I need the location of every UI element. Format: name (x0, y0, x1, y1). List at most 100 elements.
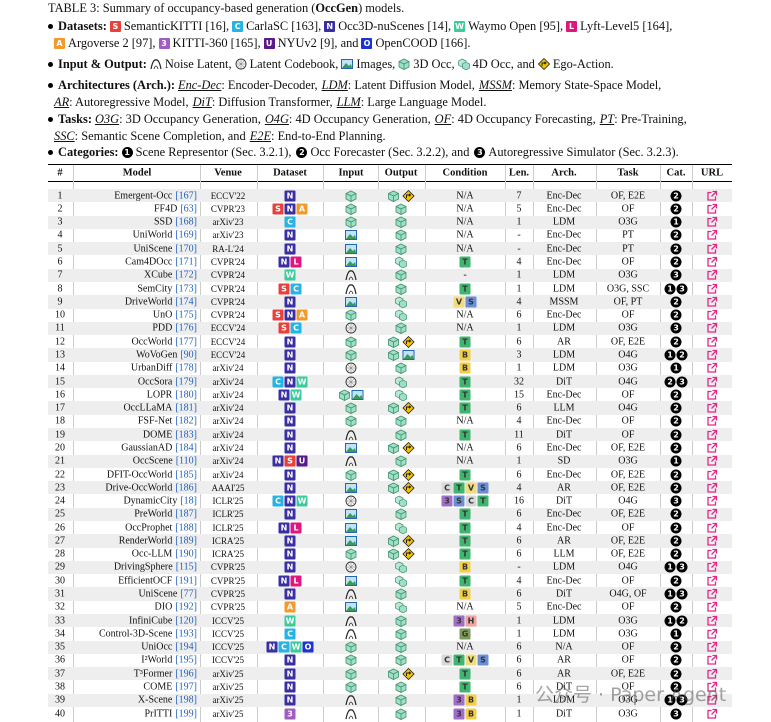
url-link[interactable] (707, 389, 718, 400)
length: 15 (514, 389, 524, 401)
url-link[interactable] (707, 535, 718, 546)
link-icon[interactable] (707, 522, 718, 533)
url-link[interactable] (707, 655, 718, 666)
link-icon[interactable] (707, 588, 718, 600)
url-link[interactable] (707, 349, 718, 361)
link-icon[interactable] (707, 323, 718, 334)
url-link[interactable] (707, 681, 718, 693)
model: SemCity [173] (137, 283, 197, 294)
url-link[interactable] (707, 429, 718, 440)
link-icon[interactable] (707, 270, 718, 281)
url-link[interactable] (707, 562, 718, 573)
link-icon[interactable] (707, 695, 718, 706)
task: OF, E2E (610, 336, 646, 348)
link-icon[interactable] (707, 376, 718, 387)
link-icon[interactable] (707, 456, 718, 467)
link-icon[interactable] (707, 283, 718, 294)
url-link[interactable] (707, 376, 718, 387)
url-link[interactable] (707, 708, 718, 719)
link-icon[interactable] (707, 442, 718, 453)
link-icon[interactable] (707, 642, 718, 653)
url-link[interactable] (707, 243, 718, 254)
architecture: LDM (552, 283, 576, 295)
link-icon[interactable] (707, 429, 718, 440)
link-icon[interactable] (707, 243, 718, 254)
bullet (48, 149, 53, 155)
url-link[interactable] (707, 509, 718, 520)
link-icon[interactable] (707, 469, 718, 480)
url-link[interactable] (707, 416, 718, 427)
url-link[interactable] (707, 402, 718, 414)
link-icon[interactable] (707, 217, 718, 228)
link-icon[interactable] (707, 509, 718, 520)
url-link[interactable] (707, 230, 718, 241)
url-link[interactable] (707, 310, 718, 321)
link-icon[interactable] (707, 615, 718, 626)
condition-badge: 3 (453, 708, 465, 720)
icon-ego (402, 481, 415, 494)
link-icon[interactable] (707, 482, 718, 493)
link-icon[interactable] (707, 256, 718, 268)
link-icon[interactable] (707, 363, 718, 374)
dataset-badge: N (284, 336, 296, 348)
link-icon[interactable] (707, 495, 718, 507)
url-link[interactable] (707, 363, 718, 374)
url-link[interactable] (707, 668, 718, 679)
url-link[interactable] (707, 217, 718, 228)
url-link[interactable] (707, 588, 718, 600)
icon (345, 270, 357, 281)
url-link[interactable] (707, 323, 718, 334)
task: PT (622, 243, 634, 255)
link-icon[interactable] (707, 203, 718, 214)
url-link[interactable] (707, 615, 718, 626)
link-icon[interactable] (707, 575, 718, 586)
length: 1 (516, 708, 522, 720)
link-icon[interactable] (707, 389, 718, 400)
link-icon[interactable] (707, 402, 718, 414)
url-link[interactable] (707, 296, 718, 307)
link-icon[interactable] (707, 681, 718, 693)
url-link[interactable] (707, 270, 718, 281)
url-link[interactable] (707, 628, 718, 639)
link-icon[interactable] (707, 708, 718, 719)
category-badge: 1 (670, 628, 682, 640)
url-link[interactable] (707, 469, 718, 480)
url-link[interactable] (707, 442, 718, 453)
url-link[interactable] (707, 695, 718, 706)
url-link[interactable] (707, 482, 718, 493)
url-link[interactable] (707, 495, 718, 507)
icon (235, 58, 247, 70)
link-icon[interactable] (707, 628, 718, 639)
url-link[interactable] (707, 456, 718, 467)
url-link[interactable] (707, 336, 718, 347)
url-link[interactable] (707, 575, 718, 586)
link-icon[interactable] (707, 310, 718, 321)
url-link[interactable] (707, 283, 718, 294)
icon (395, 283, 407, 295)
url-link[interactable] (707, 602, 718, 613)
url-link[interactable] (707, 549, 718, 560)
link-icon[interactable] (707, 296, 718, 307)
url-link[interactable] (707, 522, 718, 533)
link-icon[interactable] (707, 416, 718, 427)
icon-3d (395, 243, 407, 255)
legend-line: Categories: 1 Scene Representor (Sec. 3.2.… (48, 144, 681, 160)
link-icon[interactable] (707, 190, 718, 201)
link-icon[interactable] (707, 535, 718, 546)
row-number: 14 (55, 362, 65, 374)
url-link[interactable] (707, 256, 718, 268)
link-icon[interactable] (707, 230, 718, 241)
url-link[interactable] (707, 203, 718, 214)
link-icon[interactable] (707, 336, 718, 347)
link-icon[interactable] (707, 349, 718, 361)
venue: CVPR'24 (210, 310, 246, 321)
link-icon[interactable] (707, 562, 718, 573)
link-icon[interactable] (707, 602, 718, 613)
link-icon[interactable] (707, 549, 718, 560)
link-icon[interactable] (707, 655, 718, 666)
url-link[interactable] (707, 190, 718, 201)
link-icon[interactable] (707, 668, 718, 679)
url-link[interactable] (707, 642, 718, 653)
input-cell (345, 269, 357, 281)
output-cell (395, 561, 407, 574)
